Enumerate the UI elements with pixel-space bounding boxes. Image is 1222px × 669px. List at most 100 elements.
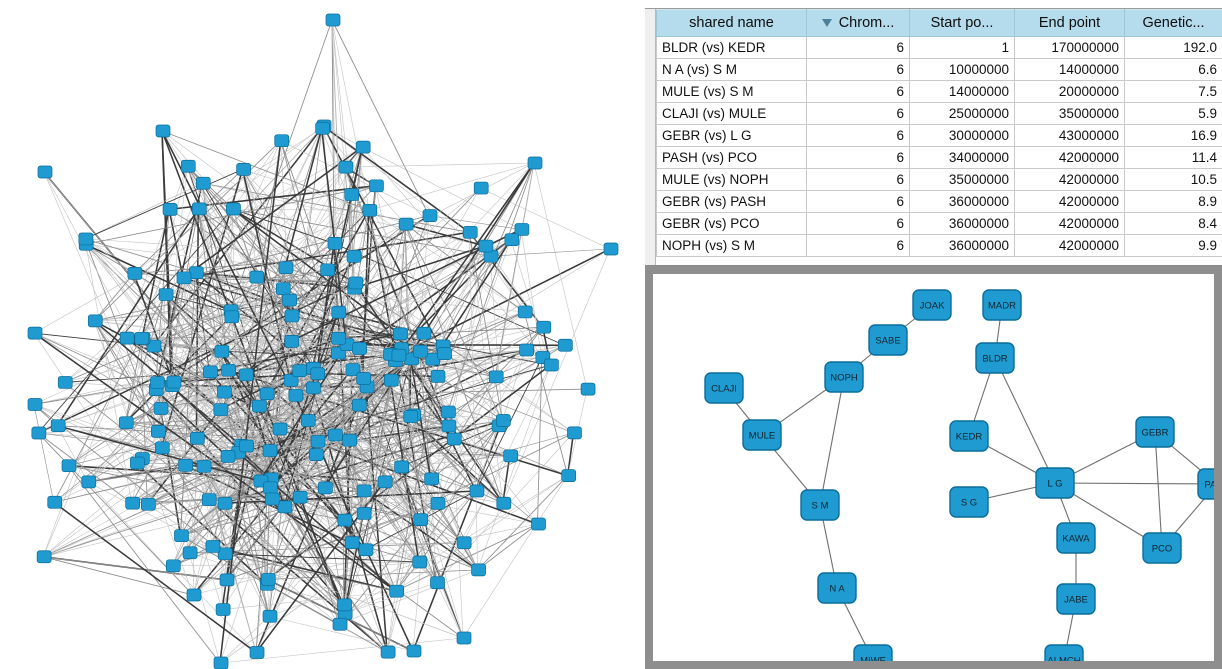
table-row[interactable]: GEBR (vs) L G 6 30000000 43000000 16.9 — [656, 124, 1222, 147]
full-network-node[interactable] — [262, 444, 278, 457]
subnetwork-node[interactable]: PCO — [1142, 532, 1182, 564]
full-network-node[interactable] — [306, 381, 321, 395]
cell-end_point[interactable]: 42000000 — [1014, 168, 1125, 191]
full-network-node[interactable] — [221, 363, 236, 377]
full-network-node[interactable] — [50, 419, 66, 433]
full-network-node[interactable] — [331, 305, 347, 319]
full-network-node[interactable] — [203, 365, 218, 379]
full-network-node[interactable] — [346, 250, 362, 263]
cell-start_point[interactable]: 30000000 — [909, 124, 1015, 147]
full-network-node[interactable] — [31, 426, 47, 440]
cell-genetic[interactable]: 8.9 — [1124, 190, 1222, 213]
full-network-node[interactable] — [61, 459, 77, 473]
full-network-node[interactable] — [567, 426, 582, 440]
cell-end_point[interactable]: 42000000 — [1014, 146, 1125, 169]
cell-genetic[interactable]: 192.0 — [1124, 36, 1222, 59]
full-network-node[interactable] — [362, 203, 378, 217]
cell-chromosome[interactable]: 6 — [806, 168, 910, 191]
table-row[interactable]: GEBR (vs) PCO 6 36000000 42000000 8.4 — [656, 212, 1222, 235]
full-network-node[interactable] — [580, 382, 596, 396]
cell-genetic[interactable]: 6.6 — [1124, 58, 1222, 81]
subnetwork-node[interactable]: ALMCH — [1044, 644, 1084, 661]
cell-genetic[interactable]: 16.9 — [1124, 124, 1222, 147]
subnetwork-node-shape[interactable] — [817, 572, 857, 604]
full-network-node[interactable] — [162, 203, 178, 216]
subnetwork-node-shape[interactable] — [1197, 468, 1214, 500]
full-network-node[interactable] — [217, 496, 233, 510]
cell-shared_name[interactable]: CLAJI (vs) MULE — [656, 102, 807, 125]
subnetwork-node[interactable]: KEDR — [949, 420, 989, 452]
full-network-node[interactable] — [422, 209, 438, 222]
table-row[interactable]: MULE (vs) S M 6 14000000 20000000 7.5 — [656, 80, 1222, 103]
cell-shared_name[interactable]: GEBR (vs) PCO — [656, 212, 807, 235]
full-network-node[interactable] — [544, 358, 559, 372]
full-network-node[interactable] — [348, 276, 364, 290]
edge-table-panel[interactable]: shared name Chrom... Start po... End point G… — [645, 8, 1222, 266]
table-body[interactable]: BLDR (vs) KEDR 6 1 170000000 192.0 N A (vs) S… — [656, 36, 1222, 257]
full-network-node[interactable] — [274, 134, 290, 148]
full-network-node[interactable] — [437, 347, 452, 360]
full-network-node[interactable] — [430, 576, 445, 590]
cell-end_point[interactable]: 170000000 — [1014, 36, 1125, 59]
full-network-node[interactable] — [391, 348, 407, 362]
full-network-node[interactable] — [174, 529, 189, 543]
cell-genetic[interactable]: 9.9 — [1124, 234, 1222, 257]
full-network-node[interactable] — [272, 422, 288, 436]
cell-end_point[interactable]: 42000000 — [1014, 234, 1125, 257]
full-network-node[interactable] — [344, 536, 360, 549]
full-network-node[interactable] — [557, 338, 573, 352]
full-network-node[interactable] — [356, 372, 372, 385]
cell-start_point[interactable]: 36000000 — [909, 212, 1015, 235]
full-network-node[interactable] — [214, 344, 230, 358]
full-network-node[interactable] — [118, 416, 134, 430]
full-network-node[interactable] — [263, 481, 278, 495]
full-network-node[interactable] — [239, 439, 254, 453]
full-network-node[interactable] — [251, 399, 267, 413]
full-network-node[interactable] — [87, 314, 103, 328]
full-network-node[interactable] — [195, 176, 211, 190]
full-network-node[interactable] — [469, 484, 485, 498]
table-row[interactable]: NOPH (vs) S M 6 36000000 42000000 9.9 — [656, 234, 1222, 257]
full-network-node[interactable] — [320, 263, 335, 277]
subnetwork-node[interactable]: NOPH — [824, 361, 864, 393]
subnetwork-node[interactable]: MULE — [742, 419, 782, 451]
full-network-node[interactable] — [406, 644, 422, 658]
subnetwork-node[interactable]: JABE — [1056, 583, 1096, 615]
full-network-node[interactable] — [220, 450, 236, 463]
full-network-node[interactable] — [488, 370, 504, 384]
full-network-node[interactable] — [47, 495, 63, 509]
full-network-canvas[interactable] — [0, 0, 645, 669]
full-network-node[interactable] — [205, 540, 221, 553]
full-network-node[interactable] — [308, 448, 324, 461]
full-network-node[interactable] — [310, 435, 326, 448]
full-network-node[interactable] — [345, 363, 361, 376]
table-row[interactable]: PASH (vs) PCO 6 34000000 42000000 11.4 — [656, 146, 1222, 169]
cell-shared_name[interactable]: PASH (vs) PCO — [656, 146, 807, 169]
full-network-node[interactable] — [292, 364, 308, 378]
full-network-node[interactable] — [358, 543, 374, 557]
full-network-node[interactable] — [81, 475, 97, 489]
full-network-node[interactable] — [517, 305, 533, 319]
full-network-node[interactable] — [215, 603, 231, 616]
cell-start_point[interactable]: 34000000 — [909, 146, 1015, 169]
full-network-node[interactable] — [78, 232, 94, 246]
subnetwork-node-shape[interactable] — [742, 419, 782, 451]
full-network-node[interactable] — [196, 459, 212, 473]
subnetwork-node-shape[interactable] — [1056, 522, 1096, 554]
full-network-node[interactable] — [413, 344, 428, 358]
subnetwork-canvas[interactable]: CLAJI MULE NOPH SABE JOAK S M N A MIWE MADR BLDR K… — [653, 274, 1214, 661]
full-network-node[interactable] — [36, 550, 52, 564]
full-network-node[interactable] — [356, 507, 372, 520]
full-network-node[interactable] — [275, 282, 291, 296]
table-row[interactable]: GEBR (vs) PASH 6 36000000 42000000 8.9 — [656, 190, 1222, 213]
cell-shared_name[interactable]: BLDR (vs) KEDR — [656, 36, 807, 59]
edge-table[interactable]: shared name Chrom... Start po... End point G… — [656, 9, 1222, 257]
full-network-node[interactable] — [37, 165, 53, 179]
subnetwork-node-shape[interactable] — [1142, 532, 1182, 564]
full-network-node[interactable] — [292, 490, 308, 504]
cell-chromosome[interactable]: 6 — [806, 234, 910, 257]
full-network-node[interactable] — [284, 309, 300, 323]
full-network-node[interactable] — [441, 419, 457, 433]
full-network-node[interactable] — [356, 484, 372, 498]
full-network-node[interactable] — [146, 339, 162, 353]
